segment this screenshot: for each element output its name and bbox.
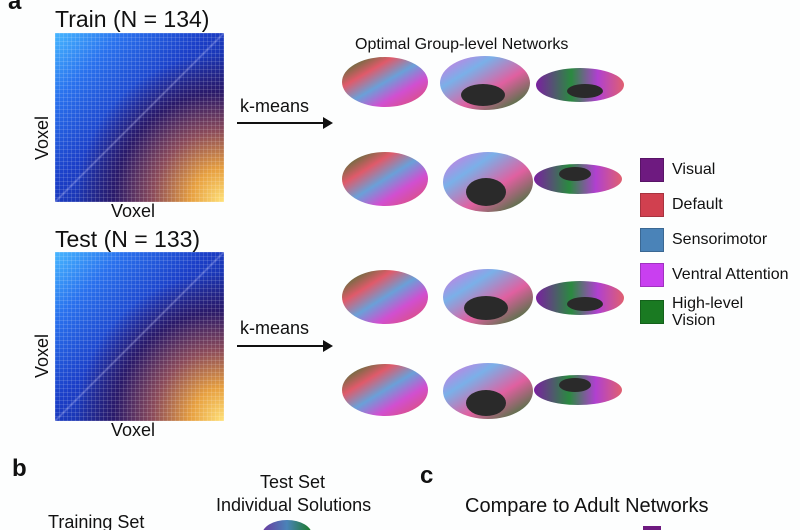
legend-label: High-level Vision [672, 295, 743, 329]
brain-row-1 [342, 56, 624, 110]
brain-row-3 [342, 269, 624, 325]
legend-label: Sensorimotor [672, 230, 768, 248]
panel-a-letter: a [8, 0, 22, 15]
brain-lateral [342, 57, 428, 107]
legend-label-line1: High-level [672, 295, 744, 312]
kmeans-label-train: k-means [240, 96, 310, 116]
test-set-label: Test Set [260, 472, 326, 492]
panel-b-letter: b [12, 455, 27, 482]
panel-c-letter: c [420, 462, 434, 489]
swatch-high-level-vision [640, 300, 664, 324]
swatch-default [640, 192, 664, 217]
brain-row-2 [342, 152, 622, 212]
brain-surfaces [342, 56, 624, 419]
legend-item-sensorimotor: Sensorimotor [640, 222, 789, 257]
train-x-axis-label: Voxel [111, 201, 156, 221]
arrow-test [237, 340, 333, 352]
networks-title: Optimal Group-level Networks [355, 36, 569, 53]
test-y-axis-label: Voxel [32, 333, 52, 378]
test-x-axis-label: Voxel [111, 420, 156, 440]
legend-label-line2: Vision [672, 312, 716, 329]
kmeans-label-test: k-means [240, 318, 310, 338]
swatch-partial [643, 526, 661, 530]
brain-row-4 [342, 363, 622, 419]
training-set-label: Training Set [48, 512, 145, 530]
swatch-ventral-attention [640, 262, 664, 287]
test-title: Test (N = 133) [55, 226, 201, 252]
train-title: Train (N = 134) [55, 6, 210, 32]
legend-label: Ventral Attention [672, 265, 789, 283]
train-correlation-matrix [55, 33, 224, 202]
test-correlation-matrix [55, 252, 224, 421]
swatch-visual [640, 157, 664, 182]
legend-label: Default [672, 195, 723, 213]
legend-item-high-level-vision: High-level Vision [640, 292, 789, 332]
train-y-axis-label: Voxel [32, 115, 52, 160]
compare-title: Compare to Adult Networks [465, 495, 709, 517]
legend-item-ventral-attention: Ventral Attention [640, 257, 789, 292]
legend: Visual Default Sensorimotor Ventral Atte… [640, 152, 789, 332]
swatch-sensorimotor [640, 227, 664, 252]
arrow-train [237, 117, 333, 129]
legend-label: Visual [672, 160, 716, 178]
individual-solutions-label: Individual Solutions [216, 495, 372, 515]
legend-item-default: Default [640, 187, 789, 222]
brain-thumbnail [262, 520, 312, 530]
legend-item-visual: Visual [640, 152, 789, 187]
